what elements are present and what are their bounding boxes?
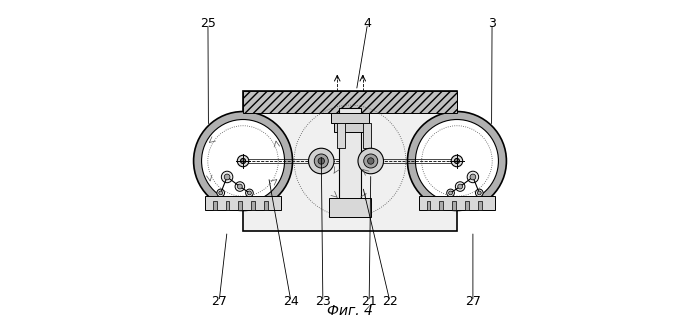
Circle shape — [248, 191, 251, 195]
Circle shape — [470, 174, 476, 180]
Circle shape — [194, 111, 293, 211]
Circle shape — [241, 158, 246, 164]
Text: 23: 23 — [315, 295, 330, 308]
Text: 3: 3 — [488, 17, 496, 30]
Circle shape — [237, 184, 242, 189]
Circle shape — [217, 189, 225, 197]
Bar — [363, 123, 371, 148]
Circle shape — [318, 158, 325, 164]
Bar — [264, 201, 267, 211]
Circle shape — [221, 171, 233, 183]
Circle shape — [452, 155, 463, 167]
Circle shape — [477, 191, 481, 195]
Circle shape — [314, 154, 328, 168]
Circle shape — [224, 174, 230, 180]
Bar — [205, 196, 281, 211]
Circle shape — [458, 184, 463, 189]
Bar — [477, 201, 482, 211]
Bar — [419, 196, 495, 211]
Bar — [225, 201, 230, 211]
Text: Фиг. 4: Фиг. 4 — [327, 304, 373, 318]
Bar — [452, 201, 456, 211]
Text: 25: 25 — [200, 17, 216, 30]
Bar — [465, 201, 469, 211]
Circle shape — [368, 158, 374, 164]
Circle shape — [454, 158, 459, 164]
Bar — [426, 201, 430, 211]
Circle shape — [475, 189, 483, 197]
Circle shape — [237, 155, 248, 167]
Text: 4: 4 — [363, 17, 372, 30]
Bar — [334, 123, 366, 132]
Bar — [238, 201, 242, 211]
Circle shape — [364, 154, 378, 168]
Circle shape — [407, 111, 506, 211]
Circle shape — [309, 148, 334, 174]
Bar — [339, 108, 361, 214]
Text: 24: 24 — [283, 295, 299, 308]
Text: 22: 22 — [382, 295, 398, 308]
Circle shape — [449, 191, 452, 195]
Circle shape — [467, 171, 479, 183]
Bar — [329, 198, 371, 217]
Text: 27: 27 — [465, 295, 481, 308]
Circle shape — [219, 191, 223, 195]
Circle shape — [447, 189, 454, 197]
Text: 27: 27 — [211, 295, 227, 308]
Circle shape — [455, 182, 465, 191]
Text: 21: 21 — [361, 295, 377, 308]
Bar — [337, 123, 345, 148]
Circle shape — [246, 189, 253, 197]
Bar — [251, 201, 255, 211]
Circle shape — [235, 182, 245, 191]
Circle shape — [358, 148, 384, 174]
Polygon shape — [329, 199, 371, 217]
Circle shape — [202, 119, 285, 203]
Circle shape — [415, 119, 498, 203]
Bar — [243, 91, 457, 113]
Bar — [331, 113, 369, 123]
Bar — [213, 201, 216, 211]
Bar — [243, 91, 457, 231]
Bar — [440, 201, 443, 211]
